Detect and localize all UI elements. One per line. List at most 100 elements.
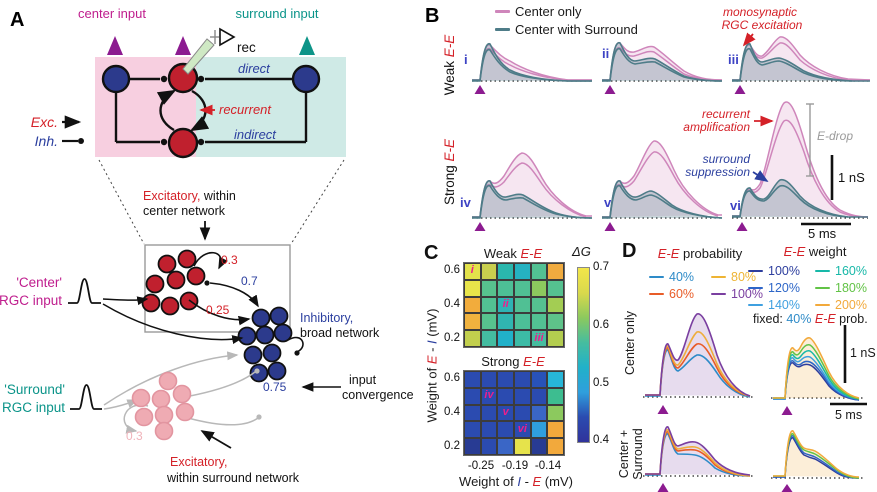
- heatmap-cell: [547, 421, 564, 439]
- svg-text:v: v: [604, 195, 612, 210]
- legend-item: 100%: [748, 264, 807, 278]
- time-scalebar-label: 5 ms: [808, 226, 837, 240]
- legend-item: 180%: [815, 281, 874, 295]
- heatmap-cell: [547, 330, 564, 347]
- colorbar-tick: 0.7: [593, 261, 609, 273]
- e-drop-bracket: [806, 103, 814, 177]
- heatmap-cell: [480, 263, 498, 280]
- weak-ee-label: Weak E-E: [442, 34, 457, 96]
- center-network-frame: [144, 244, 291, 333]
- stimulus-markers: [474, 85, 748, 231]
- legend-swatch: [495, 28, 510, 31]
- heatmap-cell: [480, 313, 498, 331]
- fixed-probability-note: fixed: 40% E-E prob.: [753, 312, 868, 326]
- panel-c: C Weak E-E i ii iii 0.6 0.4 0.2 ΔG 0.7 0.6…: [420, 240, 620, 492]
- legend-label: 40%: [669, 270, 695, 284]
- svg-text:vi: vi: [730, 198, 741, 213]
- recurrent-label: recurrent: [219, 102, 272, 117]
- panel-d-letter: D: [622, 240, 637, 262]
- excitatory-center-caption: Excitatory, within: [143, 189, 236, 203]
- legend-label: 200%: [835, 298, 867, 312]
- prob-traces-center-surround: [645, 426, 751, 477]
- monosynaptic-annotation-2: RGC excitation: [722, 18, 803, 32]
- panel-a-letter: A: [10, 9, 24, 31]
- inh-key-label: Inh.: [35, 133, 58, 149]
- heatmap-cell: [547, 371, 564, 388]
- heatmap-cell: [530, 263, 548, 280]
- heatmap-cell: [513, 296, 531, 314]
- weight-traces-center-surround: [773, 430, 860, 479]
- x-tick: -0.14: [534, 460, 562, 472]
- heatmap-cell: [480, 438, 498, 455]
- heatmap-cell: [480, 296, 498, 314]
- strong-ee-label: Strong E-E: [442, 138, 457, 205]
- heatmap-cell: [513, 313, 531, 331]
- heatmap-cell: [464, 387, 481, 405]
- heatmap-cell: v: [497, 404, 514, 422]
- heatmap-cell: [530, 421, 548, 439]
- heatmap-cell-mark: vi: [517, 422, 527, 435]
- legend-swatch: [748, 303, 763, 307]
- inhibitory-neuron: [291, 64, 321, 94]
- legend-item: Center with Surround: [495, 22, 638, 37]
- legend-label: 100%: [768, 264, 800, 278]
- panel-d: D E-E probability 40% 80% 60% 100% E-E weig…: [615, 240, 877, 492]
- center-input-triangle-icon: [175, 36, 191, 55]
- y-tick: 0.4: [444, 406, 460, 418]
- heatmap-cell: [497, 387, 514, 405]
- heatmap-cell: [464, 330, 481, 347]
- heatmap-cell: [530, 404, 548, 422]
- heatmap-cell: [513, 438, 531, 455]
- surround-suppression-annotation: surround: [703, 152, 751, 166]
- legend-swatch: [711, 275, 726, 279]
- trace-i: [472, 43, 592, 82]
- surround-input-triangle-icon: [299, 36, 315, 55]
- direct-label: direct: [238, 61, 271, 76]
- weak-heatmap-title: Weak E-E: [483, 246, 543, 261]
- heatmap-cell-mark: ii: [502, 297, 509, 310]
- surround-input-waveform: [70, 384, 102, 410]
- conductance-scalebar-label: 1 nS: [838, 170, 865, 185]
- conductance-scalebar-label: 1 nS: [850, 346, 876, 360]
- heatmap-cell: [513, 263, 531, 280]
- weight-traces-center-only: [773, 337, 860, 401]
- heatmap-cell: [547, 279, 564, 297]
- legend-item: 160%: [815, 264, 874, 278]
- ee-probability-legend: 40% 80% 60% 100%: [649, 270, 765, 301]
- heatmap-cell: [547, 296, 564, 314]
- heatmap-cell: [497, 263, 514, 280]
- legend-label: 60%: [669, 287, 695, 301]
- heatmap-cell-mark: iv: [484, 389, 494, 402]
- y-tick: 0.2: [444, 440, 460, 452]
- heatmap-cell: [547, 404, 564, 422]
- trace-ids: i ii iii iv v vi: [460, 46, 741, 213]
- heatmap-cell: [480, 421, 498, 439]
- heatmap-cell: [464, 421, 481, 439]
- exc-key-label: Exc.: [31, 114, 58, 130]
- weight-e-to-i-top: 0.7: [241, 274, 258, 288]
- center-input-label: center input: [78, 6, 146, 21]
- surround-input-label: surround input: [235, 6, 318, 21]
- heatmap-cell: [497, 279, 514, 297]
- legend-swatch: [815, 286, 830, 290]
- heatmap-cell-mark: i: [470, 264, 474, 277]
- ee-weight-legend: 100% 160% 120% 180% 140% 200%: [748, 264, 874, 312]
- legend-label: Center with Surround: [515, 22, 638, 37]
- heatmap-cell: [464, 371, 481, 388]
- heatmap-cell-mark: iii: [534, 331, 544, 344]
- excitatory-neuron: [167, 127, 199, 159]
- panel-b-letter: B: [425, 5, 439, 27]
- legend-item: 80%: [711, 270, 765, 284]
- legend-label: 180%: [835, 281, 867, 295]
- heatmap-cell: [497, 438, 514, 455]
- y-tick: 0.6: [444, 264, 460, 276]
- recurrent-amplification-annotation: recurrent: [702, 107, 751, 121]
- legend-item: 200%: [815, 298, 874, 312]
- ee-weight-title: E-E weight: [783, 244, 847, 259]
- weight-center-self: 0.3: [221, 253, 238, 267]
- heatmap-cell: [547, 438, 564, 455]
- panel-b: B Weak E-E Strong E-E: [425, 5, 871, 240]
- center-input-waveform: [68, 278, 101, 304]
- legend-label: 120%: [768, 281, 800, 295]
- heatmap-cell-mark: v: [502, 405, 509, 418]
